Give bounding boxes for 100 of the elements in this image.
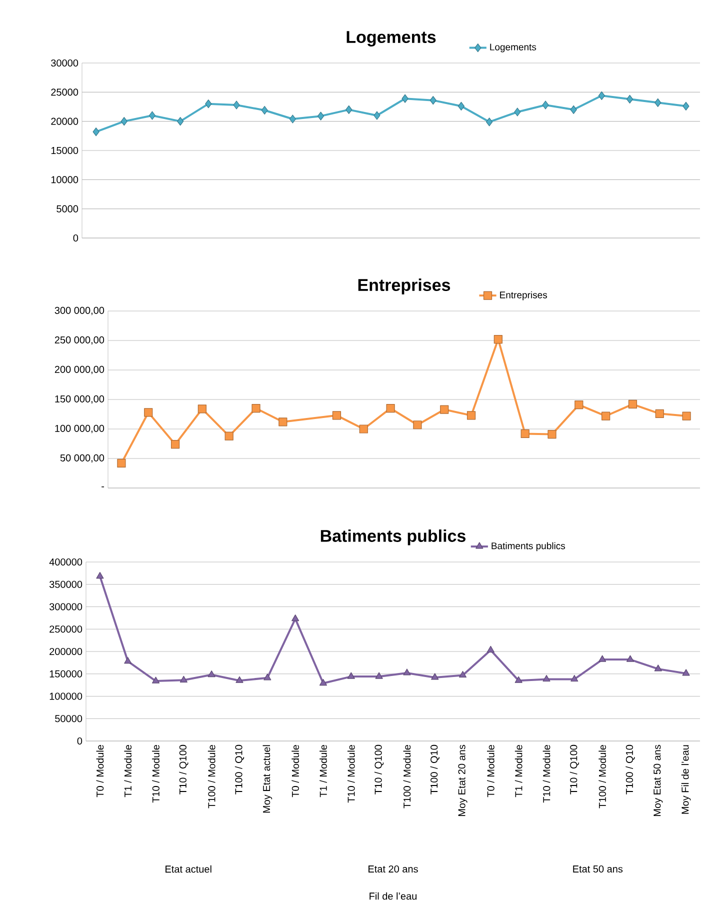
x-tick-label: T10 / Q100 [570,744,579,794]
y-tick-label: 150 000,00 [55,395,104,404]
x-tick-label: T10 / Module [347,744,355,803]
point [542,100,549,110]
point [440,405,449,414]
point [124,657,132,664]
point [152,676,160,684]
y-tick-label: 200000 [50,648,82,656]
x-tick-label: T100 / Q10 [234,744,244,794]
y-tick-label: 30000 [51,59,78,67]
x-tick-label: Moy Etat 50 ans [654,744,663,816]
y-tick-label: 25000 [51,88,78,96]
x-tick-label: T0 / Module [487,744,494,798]
point [148,111,156,120]
point [514,108,521,116]
point [570,105,577,114]
y-tick-label: 250000 [50,626,82,633]
x-tick-label: Moy Fil de l’eau [681,745,691,814]
x-tick-label: T100 / Q10 [430,744,440,794]
point [598,655,606,662]
point [682,412,691,420]
point [236,676,244,683]
point [332,411,342,420]
legend-label: Batiments publics [492,542,566,552]
y-tick-label: 0 [73,234,78,242]
point [682,669,690,676]
point [459,670,467,678]
point [548,430,556,439]
y-tick-label: 10000 [51,176,78,184]
x-tick-label: T1 / Module [124,744,132,798]
point [626,94,634,104]
point [208,670,216,678]
y-tick-label: 100 000,00 [55,424,104,434]
point [574,400,584,410]
x-tick-label: T10 / Module [542,744,550,803]
point [430,96,436,105]
point [682,102,690,110]
y-tick-label: 0 [77,737,82,745]
point [117,458,126,468]
point [494,335,502,344]
point [180,676,188,682]
point [92,128,100,136]
text: Etat 20 ans [368,865,418,873]
legend-label: Logements [490,44,536,52]
y-tick-label: 350000 [49,580,82,588]
point [233,100,240,110]
point [177,117,184,126]
y-tick-label: 100000 [50,692,82,700]
chart-title: Logements [346,31,436,46]
point [198,404,206,414]
x-tick-label: T10 / Module [152,744,160,803]
point [278,418,288,426]
point [654,664,662,672]
point [570,674,578,682]
point [359,424,368,434]
text: Etat actuel [166,865,212,873]
x-tick-label: T100 / Module [598,744,606,808]
point [205,100,212,108]
y-tick-label: 5000 [56,205,78,212]
y-tick-label: 50 000,00 [60,454,104,463]
point [289,114,296,124]
point [96,572,104,579]
y-tick-label: 150000 [50,670,82,678]
x-tick-label: T100 / Module [208,744,216,808]
y-tick-label: 15000 [51,146,78,154]
point [654,98,662,107]
point [458,102,465,110]
point [431,673,439,680]
point [317,112,324,120]
chart-title: Batiments publics [320,529,466,546]
y-tick-label: 250 000,00 [54,336,104,345]
point [626,655,634,662]
x-tick-label: T0 / Module [292,744,299,798]
x-tick-label: T0 / Module [96,744,104,798]
point [374,111,380,120]
point [403,668,411,676]
y-tick-label: - [102,486,104,488]
point [602,412,610,420]
point [292,614,300,622]
x-tick-label: T10 / Q100 [374,744,384,794]
point [346,105,352,114]
point [514,676,522,683]
x-tick-label: Moy Etat actuel [262,745,272,813]
point [319,678,327,686]
x-tick-label: T1 / Module [514,744,522,798]
point [264,674,272,680]
point [655,409,664,418]
point [170,440,180,449]
point [486,118,493,126]
point [347,672,355,679]
y-tick-label: 300000 [49,603,82,610]
x-tick-label: T10 / Q100 [179,744,188,794]
text: Etat 50 ans [573,865,623,873]
y-tick-label: 400000 [49,558,82,566]
point [628,400,638,409]
point [542,674,550,682]
text: Fil de l’eau [370,892,416,900]
y-tick-label: 300 000,00 [54,306,104,316]
point [402,94,408,103]
x-tick-label: T100 / Q10 [626,744,635,794]
